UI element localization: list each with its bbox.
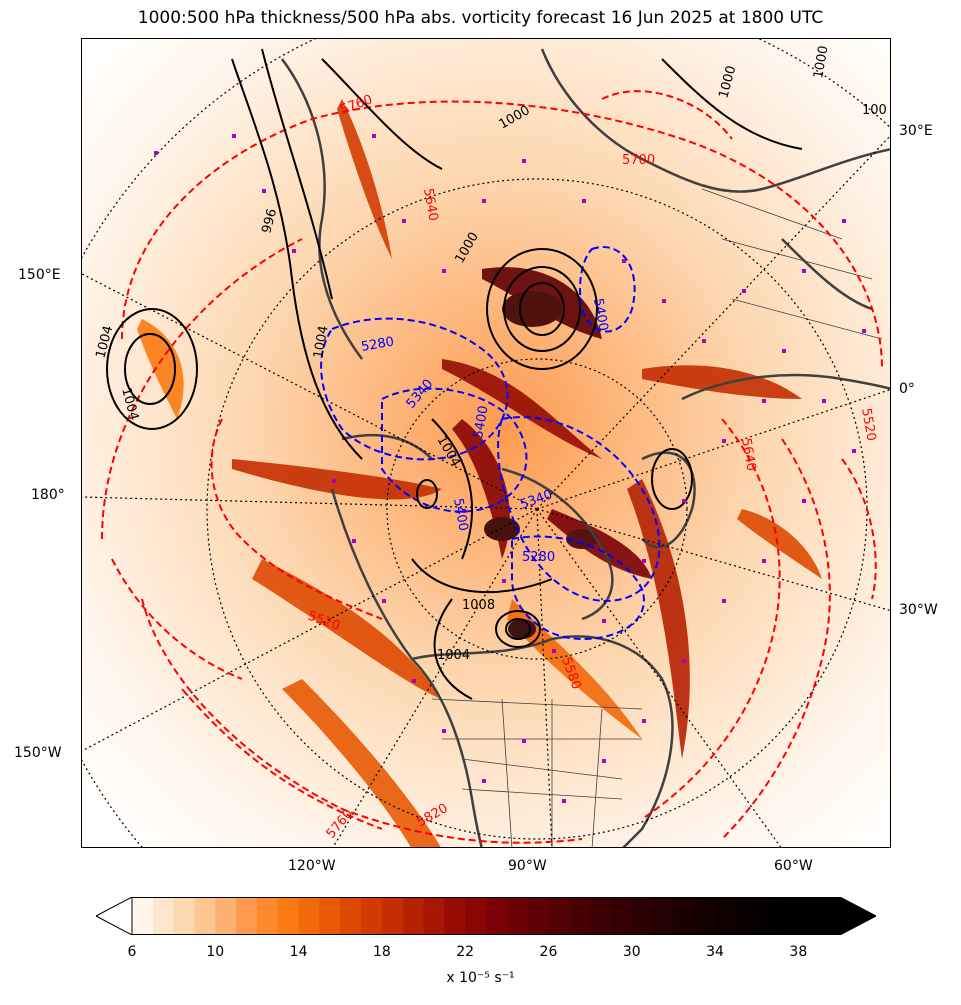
political-borders [431, 188, 883, 847]
colorbar-outline [131, 897, 841, 935]
colorbar-tick-label: 6 [127, 944, 137, 960]
pressure-label: 1004 [311, 324, 332, 359]
colorbar-segment [735, 897, 758, 935]
colorbar-segment [819, 897, 841, 935]
colorbar-segment [340, 897, 362, 935]
thickness-label-cold: 5280 [522, 550, 555, 565]
colorbar-extend-max [839, 897, 876, 935]
colorbar-segment [194, 897, 216, 935]
right-lon-label: 30°W [899, 602, 938, 618]
colorbar-segment [152, 897, 175, 935]
colorbar-segment [631, 897, 654, 935]
colorbar-segment [694, 897, 716, 935]
colorbar-segment [715, 897, 737, 935]
thickness-label-warm: 5640 [420, 187, 441, 222]
colorbar-segment [319, 897, 341, 935]
colorbar-segment [652, 897, 675, 935]
colorbar-segment [590, 897, 612, 935]
colorbar-segment [569, 897, 591, 935]
map-panel: 1000 1000 1000 996 1004 1004 1000 1004 1… [81, 38, 891, 848]
plot-title: 1000:500 hPa thickness/500 hPa abs. vort… [137, 8, 824, 28]
colorbar-segment [527, 897, 550, 935]
colorbar-ticks: 6 10 14 18 22 26 30 34 38 [0, 944, 961, 964]
right-lon-label: 0° [899, 381, 915, 397]
thickness-label-warm: 5640 [738, 437, 759, 472]
colorbar-segment [465, 897, 487, 935]
left-lon-label: 180° [31, 487, 65, 503]
station-markers [154, 134, 866, 803]
thickness-label-warm: 5700 [622, 153, 655, 168]
pressure-label: 1000 [811, 44, 832, 79]
colorbar [96, 897, 876, 935]
thickness-label-warm: 5520 [858, 407, 879, 442]
colorbar-segment [444, 897, 466, 935]
left-lon-label: 150°E [18, 267, 61, 283]
thickness-label-cold: 5280 [360, 334, 395, 355]
colorbar-segment [610, 897, 633, 935]
thickness-label-cold: 5400 [450, 497, 471, 532]
colorbar-segment [777, 897, 799, 935]
colorbar-segment [256, 897, 279, 935]
right-lon-label: 30°E [899, 123, 933, 139]
colorbar-segment [756, 897, 779, 935]
coastlines [280, 48, 890, 847]
colorbar-tick-label: 14 [289, 944, 308, 960]
colorbar-tick-label: 38 [789, 944, 808, 960]
colorbar-tick-label: 18 [372, 944, 391, 960]
colorbar-segment [215, 897, 237, 935]
colorbar-tick-label: 10 [206, 944, 225, 960]
colorbar-segment [673, 897, 695, 935]
vorticity-map: 1000 1000 1000 996 1004 1004 1000 1004 1… [82, 39, 890, 847]
colorbar-segment [506, 897, 529, 935]
colorbar-segment [402, 897, 425, 935]
bottom-lon-label: 90°W [508, 858, 547, 874]
colorbar-segment [486, 897, 508, 935]
colorbar-segment [361, 897, 383, 935]
pressure-label: 100 [862, 103, 887, 118]
colorbar-segment [277, 897, 300, 935]
colorbar-segment [132, 897, 154, 935]
thickness-contours-warm [101, 90, 883, 844]
colorbar-segment [236, 897, 258, 935]
colorbar-tick-label: 34 [706, 944, 724, 960]
thickness-label-cold: 5400 [471, 404, 492, 439]
pressure-label: 1004 [437, 648, 470, 663]
colorbar-extend-min [96, 897, 133, 935]
pressure-label: 1008 [462, 598, 495, 613]
colorbar-segment [798, 897, 820, 935]
colorbar-tick-label: 26 [539, 944, 558, 960]
thickness-label-cold: 5400 [590, 297, 611, 332]
vorticity-background [82, 39, 890, 847]
pressure-label: 996 [259, 207, 280, 235]
colorbar-segment [298, 897, 321, 935]
vorticity-fill [137, 99, 822, 847]
bottom-lon-label: 60°W [774, 858, 813, 874]
left-lon-label: 150°W [14, 745, 62, 761]
colorbar-tick-label: 22 [456, 944, 475, 960]
colorbar-segment [173, 897, 196, 935]
colorbar-segment [548, 897, 570, 935]
pressure-contours [106, 48, 803, 700]
colorbar-label: x 10⁻⁵ s⁻¹ [446, 970, 515, 986]
colorbar-tick-label: 30 [622, 944, 641, 960]
bottom-lon-label: 120°W [288, 858, 336, 874]
colorbar-segment [381, 897, 404, 935]
colorbar-segment [423, 897, 445, 935]
